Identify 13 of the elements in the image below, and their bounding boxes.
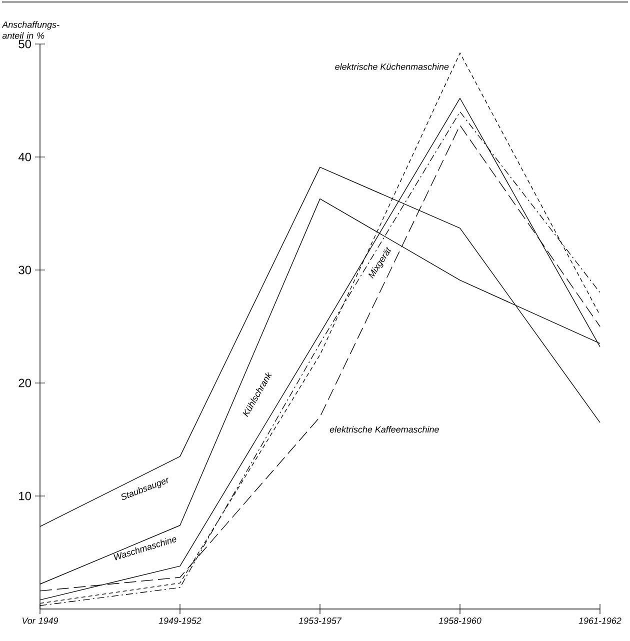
x-tick-label: 1949-1952 bbox=[158, 618, 202, 624]
y-tick-label: 20 bbox=[18, 378, 32, 388]
y-axis-title: Anschaffungs-anteil in % bbox=[2, 21, 60, 39]
y-tick-label: 50 bbox=[18, 40, 32, 48]
y-tick-label: 30 bbox=[18, 266, 32, 274]
y-tick-label: 10 bbox=[19, 492, 32, 500]
series-label: elektrische Kaffeemaschine bbox=[330, 426, 439, 433]
y-tick-label: 40 bbox=[18, 152, 32, 162]
x-tick-label: 1961-1962 bbox=[578, 618, 622, 624]
x-tick-label: Vor 1949 bbox=[22, 618, 58, 624]
x-tick-label: 1953-1957 bbox=[298, 618, 342, 624]
series-label: elektrische Küchenmaschine bbox=[335, 63, 449, 70]
x-tick-label: 1958-1960 bbox=[438, 618, 482, 624]
